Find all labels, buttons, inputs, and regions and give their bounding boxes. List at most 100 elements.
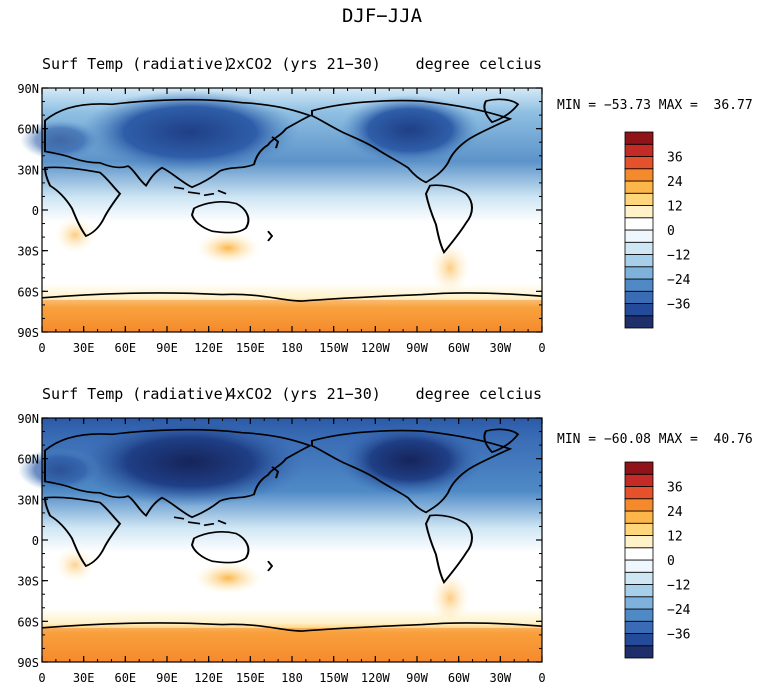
panel-1-lat-label: 30S xyxy=(17,245,39,259)
panel-1-lon-label: 60W xyxy=(448,341,470,355)
figure-title: DJF−JJA xyxy=(342,5,423,27)
colorbar-1-swatch xyxy=(624,156,654,170)
colorbar-1-swatch xyxy=(624,205,654,219)
panel-1-map xyxy=(20,87,543,333)
colorbar-2-swatch xyxy=(624,547,654,561)
panel-1-lon-label: 150E xyxy=(236,341,265,355)
colorbar-1-label: −24 xyxy=(667,273,691,288)
panel-2-lon-label: 120W xyxy=(361,671,391,685)
panel-2-lon-label: 30W xyxy=(489,671,511,685)
panel-2-lon-label: 120E xyxy=(194,671,223,685)
panel-1-lon-label: 60E xyxy=(114,341,136,355)
panel-1-lat-label: 60N xyxy=(17,123,39,137)
colorbar-1-swatch xyxy=(624,192,654,206)
panel-1: Surf Temp (radiative) 2xCO2 (yrs 21−30) … xyxy=(17,55,752,355)
panel-1-lon-label: 0 xyxy=(538,341,545,355)
colorbar-1-swatch xyxy=(624,168,654,182)
panel-2-lon-label: 0 xyxy=(38,671,45,685)
colorbar-2-label: 12 xyxy=(667,530,683,545)
colorbar-1-label: 12 xyxy=(667,200,683,215)
panel-2-lat-label: 30N xyxy=(17,493,39,507)
colorbar-2-swatch xyxy=(624,559,654,573)
panel-2-lon-label: 60W xyxy=(448,671,470,685)
panel-1-title-center: 2xCO2 (yrs 21−30) xyxy=(227,55,381,73)
panel-2: Surf Temp (radiative) 4xCO2 (yrs 21−30) … xyxy=(17,385,752,685)
colorbar-1-swatch xyxy=(624,315,654,329)
colorbar-1-label: 24 xyxy=(667,175,683,190)
panel-1-lat-label: 90N xyxy=(17,82,39,96)
panel-1-lon-label: 90E xyxy=(156,341,178,355)
panel-1-lon-label: 180 xyxy=(281,341,303,355)
colorbar-1-swatch xyxy=(624,266,654,280)
panel-2-lon-label: 30E xyxy=(73,671,95,685)
panel-1-title-left: Surf Temp (radiative) xyxy=(42,55,232,73)
panel-1-units: degree celcius xyxy=(416,55,542,73)
colorbar-2-label: 36 xyxy=(667,481,683,496)
colorbar-1-swatch xyxy=(624,143,654,157)
panel-2-title-left: Surf Temp (radiative) xyxy=(42,385,232,403)
colorbar-2-swatch xyxy=(624,498,654,512)
colorbar-1-swatch xyxy=(624,131,654,145)
panel-1-lon-axis: 0 30E 60E 90E 120E 150E 180 150W 120W 90W 60W 30W 0 xyxy=(38,88,546,355)
panel-2-lat-label: 90N xyxy=(17,412,39,426)
colorbar-2-swatch xyxy=(624,633,654,647)
panel-2-lat-axis: 90N 60N 30N 0 30S 60S 90S xyxy=(17,412,542,670)
panel-1-lon-label: 120W xyxy=(361,341,391,355)
panel-2-stats: MIN = −60.08 MAX = 40.76 xyxy=(557,432,753,447)
colorbar-1-swatch xyxy=(624,241,654,255)
colorbar-2-swatch xyxy=(624,535,654,549)
colorbar-1-swatch xyxy=(624,180,654,194)
colorbar-1-swatch xyxy=(624,254,654,268)
panel-1-lat-label: 60S xyxy=(17,285,39,299)
panel-2-lat-label: 60S xyxy=(17,615,39,629)
colorbar-1-swatch xyxy=(624,303,654,317)
panel-2-lat-label: 30S xyxy=(17,575,39,589)
colorbar-1-label: −36 xyxy=(667,298,690,313)
colorbar-1-swatch xyxy=(624,229,654,243)
colorbar-2-swatch xyxy=(624,461,654,475)
colorbar-1-swatch xyxy=(624,290,654,304)
colorbar-2-label: −36 xyxy=(667,628,690,643)
panel-1-colorbar: 36 24 12 0 −12 −24 −36 xyxy=(624,131,691,329)
colorbar-2-swatch xyxy=(624,522,654,536)
panel-2-lon-label: 90W xyxy=(406,671,428,685)
colorbar-1-label: 36 xyxy=(667,151,683,166)
panel-2-lon-axis: 0 30E 60E 90E 120E 150E 180 150W 120W 90W 60W 30W 0 xyxy=(38,418,546,685)
panel-2-lon-label: 60E xyxy=(114,671,136,685)
panel-2-lat-label: 90S xyxy=(17,656,39,670)
colorbar-2-swatch xyxy=(624,473,654,487)
panel-1-lon-label: 30E xyxy=(73,341,95,355)
colorbar-2-label: 0 xyxy=(667,554,675,569)
panel-1-lat-label: 0 xyxy=(32,204,39,218)
panel-2-units: degree celcius xyxy=(416,385,542,403)
colorbar-2-label: −12 xyxy=(667,579,690,594)
panel-2-lon-label: 90E xyxy=(156,671,178,685)
colorbar-2-swatch xyxy=(624,571,654,585)
panel-1-lat-axis: 90N 60N 30N 0 30S 60S 90S xyxy=(17,82,542,340)
panel-1-lon-label: 0 xyxy=(38,341,45,355)
colorbar-2-swatch xyxy=(624,620,654,634)
panel-1-lat-label: 90S xyxy=(17,326,39,340)
panel-1-stats: MIN = −53.73 MAX = 36.77 xyxy=(557,98,753,113)
panel-2-title-center: 4xCO2 (yrs 21−30) xyxy=(227,385,381,403)
panel-1-lon-label: 30W xyxy=(489,341,511,355)
panel-2-lat-label: 0 xyxy=(32,534,39,548)
panel-2-lat-label: 60N xyxy=(17,453,39,467)
colorbar-2-swatch xyxy=(624,510,654,524)
colorbar-2-label: 24 xyxy=(667,505,683,520)
panel-1-lat-label: 30N xyxy=(17,163,39,177)
colorbar-1-swatch xyxy=(624,217,654,231)
panel-1-lon-label: 120E xyxy=(194,341,223,355)
panel-1-lon-label: 150W xyxy=(319,341,349,355)
colorbar-2-swatch xyxy=(624,596,654,610)
colorbar-2-swatch xyxy=(624,486,654,500)
panel-2-map xyxy=(18,417,543,663)
colorbar-2-swatch xyxy=(624,645,654,659)
colorbar-2-label: −24 xyxy=(667,603,691,618)
panel-2-lon-label: 180 xyxy=(281,671,303,685)
panel-2-lon-label: 150W xyxy=(319,671,349,685)
panel-1-lon-label: 90W xyxy=(406,341,428,355)
colorbar-1-label: 0 xyxy=(667,224,675,239)
panel-2-lon-label: 150E xyxy=(236,671,265,685)
